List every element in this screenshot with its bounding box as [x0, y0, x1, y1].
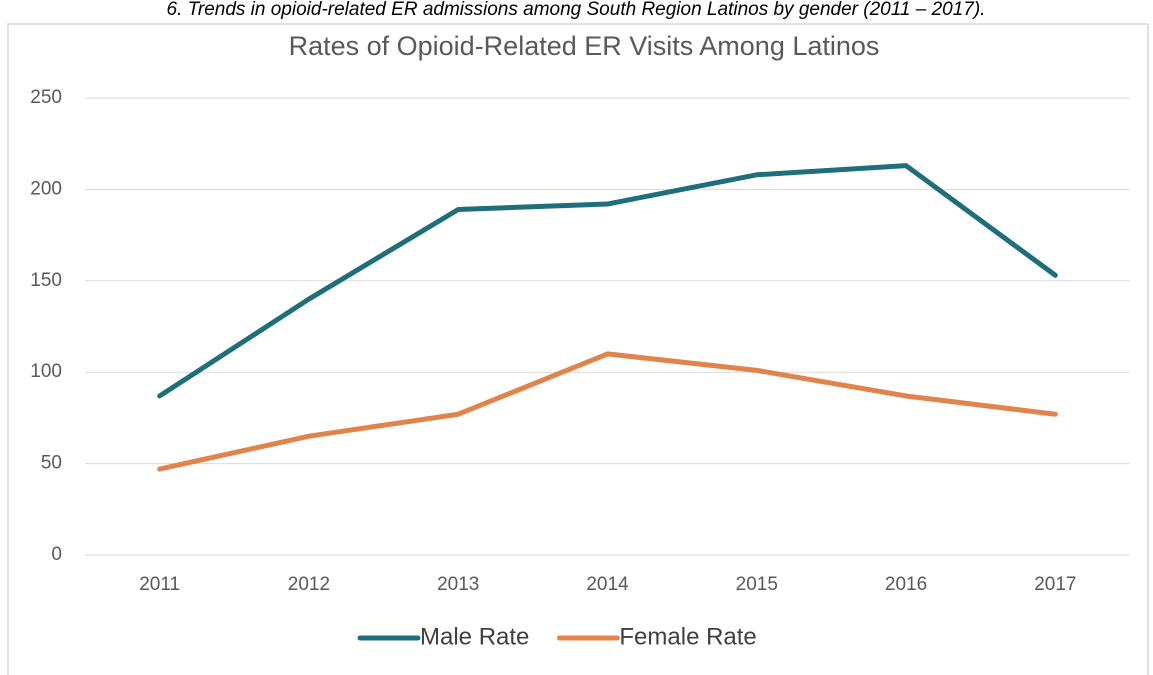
x-tick-label: 2017 [1034, 574, 1076, 595]
legend-label: Female Rate [619, 623, 756, 650]
x-tick-label: 2011 [139, 574, 180, 595]
data-line [157, 163, 1058, 399]
legend-label: Male Rate [420, 623, 529, 650]
x-tick-label: 2012 [288, 574, 330, 595]
chart-frame [7, 23, 1149, 675]
y-tick-label: 50 [41, 453, 62, 474]
x-tick-label: 2013 [437, 574, 479, 595]
x-tick-label: 2014 [586, 574, 629, 595]
y-tick-label: 200 [30, 178, 62, 199]
data-line [157, 351, 1058, 472]
chart-title: Rates of Opioid-Related ER Visits Among … [289, 31, 880, 61]
x-tick-label: 2016 [885, 574, 927, 595]
y-tick-label: 250 [30, 87, 62, 108]
y-tick-label: 100 [30, 361, 62, 382]
y-tick-label: 150 [30, 270, 62, 291]
y-tick-label: 0 [51, 544, 62, 565]
caption: 6. Trends in opioid-related ER admission… [167, 0, 986, 20]
x-tick-label: 2015 [736, 574, 778, 595]
